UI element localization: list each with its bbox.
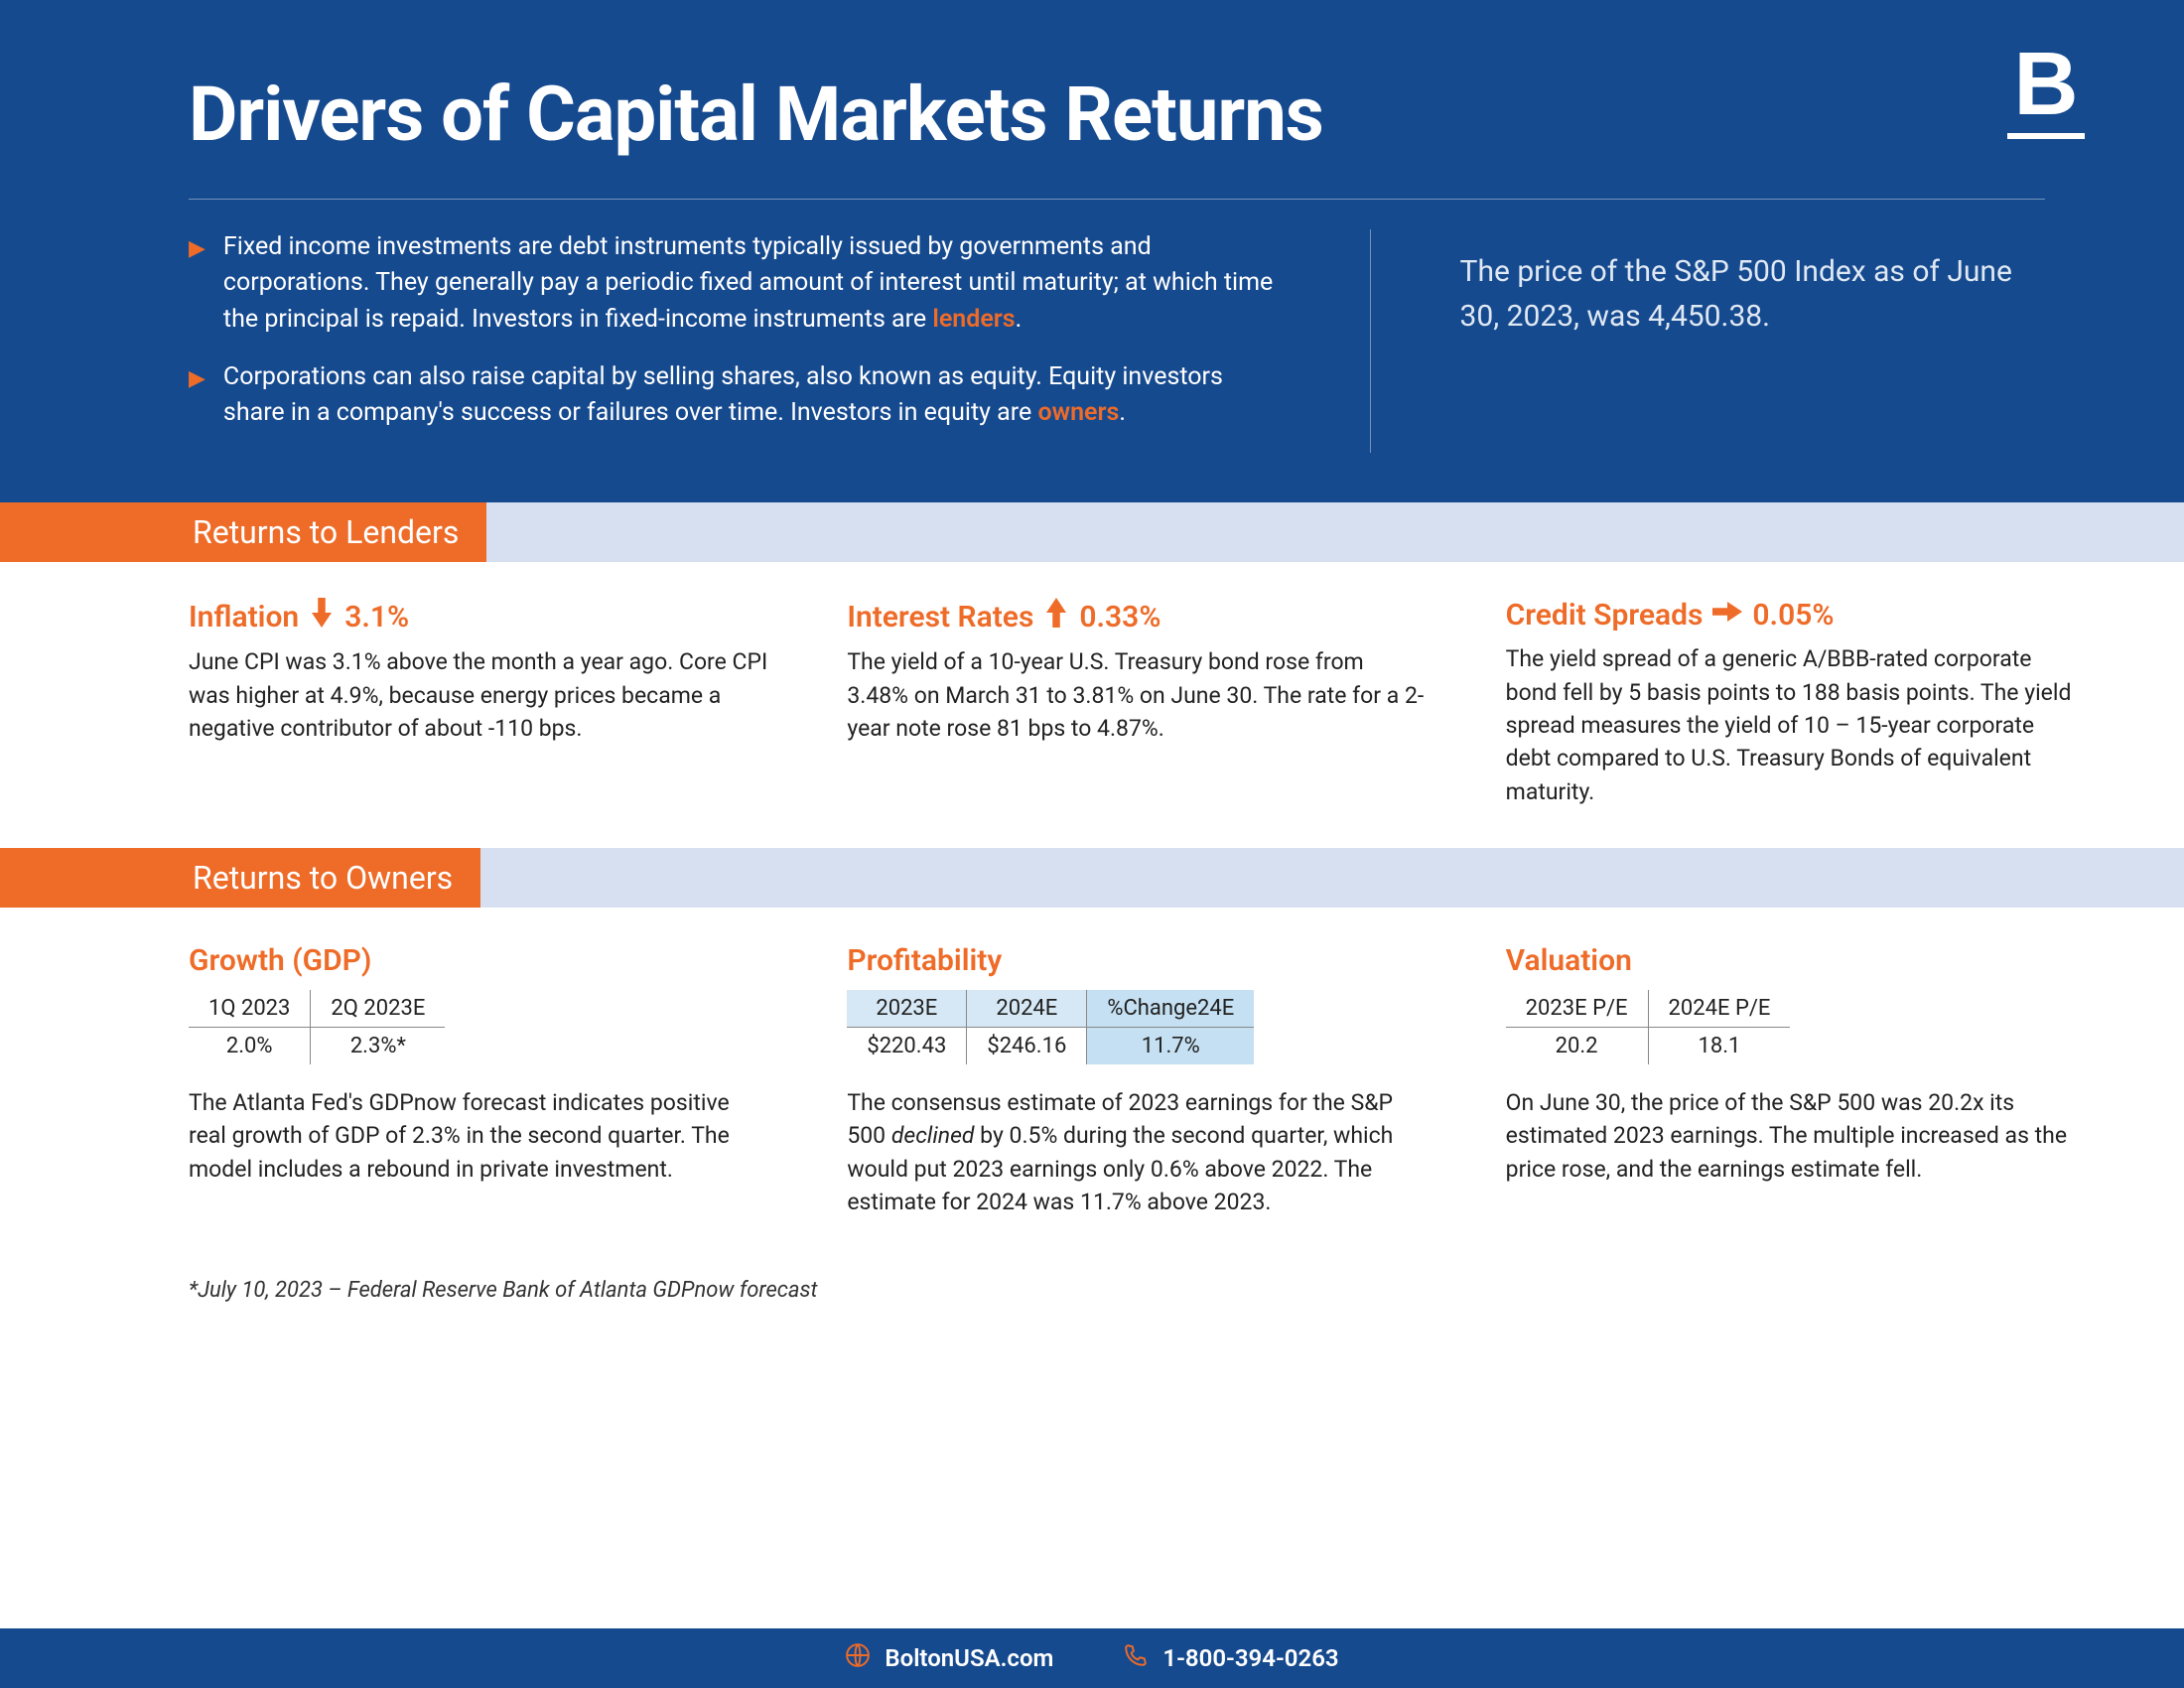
- phone-icon: [1123, 1642, 1149, 1674]
- footer: BoltonUSA.com 1-800-394-0263: [0, 1628, 2184, 1688]
- profitability-table: 2023E 2024E %Change24E $220.43 $246.16 1…: [847, 990, 1254, 1064]
- section-blue-tail: [480, 848, 2184, 908]
- growth-title: Growth (GDP): [189, 943, 767, 978]
- section-title-owners: Returns to Owners: [189, 848, 480, 908]
- footer-phone[interactable]: 1-800-394-0263: [1123, 1642, 1338, 1674]
- section-title-lenders: Returns to Lenders: [189, 502, 486, 562]
- section-orange-lead: [0, 502, 189, 562]
- page: B Drivers of Capital Markets Returns ▶ F…: [0, 0, 2184, 1688]
- header: B Drivers of Capital Markets Returns ▶ F…: [0, 0, 2184, 502]
- page-title: Drivers of Capital Markets Returns: [189, 70, 2045, 159]
- inflation-body: June CPI was 3.1% above the month a year…: [189, 645, 767, 745]
- inflation-title: Inflation 3.1%: [189, 598, 767, 635]
- logo-letter: B: [2014, 40, 2079, 129]
- owners-row: Growth (GDP) 1Q 2023 2Q 2023E 2.0% 2.3%*…: [0, 908, 2184, 1258]
- inflation-col: Inflation 3.1% June CPI was 3.1% above t…: [189, 598, 767, 808]
- growth-col: Growth (GDP) 1Q 2023 2Q 2023E 2.0% 2.3%*…: [189, 943, 767, 1218]
- profitability-body: The consensus estimate of 2023 earnings …: [847, 1086, 1426, 1218]
- credit-body: The yield spread of a generic A/BBB-rate…: [1506, 642, 2085, 808]
- globe-icon: [845, 1642, 871, 1674]
- section-blue-tail: [486, 502, 2184, 562]
- header-rule: [189, 199, 2045, 200]
- valuation-col: Valuation 2023E P/E 2024E P/E 20.2 18.1 …: [1506, 943, 2085, 1218]
- valuation-title: Valuation: [1506, 943, 2085, 978]
- arrow-up-icon: [1043, 598, 1069, 635]
- arrow-right-icon: [1712, 598, 1742, 633]
- footer-website[interactable]: BoltonUSA.com: [845, 1642, 1053, 1674]
- interest-col: Interest Rates 0.33% The yield of a 10-y…: [847, 598, 1426, 808]
- header-divider: [1370, 229, 1371, 453]
- arrow-down-icon: [309, 598, 335, 635]
- sp500-callout: The price of the S&P 500 Index as of Jun…: [1411, 229, 2045, 453]
- credit-col: Credit Spreads 0.05% The yield spread of…: [1506, 598, 2085, 808]
- bullet-text: Fixed income investments are debt instru…: [223, 229, 1291, 338]
- logo: B: [2007, 40, 2085, 139]
- interest-body: The yield of a 10-year U.S. Treasury bon…: [847, 645, 1426, 745]
- logo-underline: [2007, 133, 2085, 139]
- bullet-arrow-icon: ▶: [189, 233, 205, 338]
- section-bar-owners: Returns to Owners: [0, 848, 2184, 908]
- growth-body: The Atlanta Fed's GDPnow forecast indica…: [189, 1086, 767, 1186]
- bullet-text: Corporations can also raise capital by s…: [223, 359, 1291, 432]
- interest-title: Interest Rates 0.33%: [847, 598, 1426, 635]
- profitability-col: Profitability 2023E 2024E %Change24E $22…: [847, 943, 1426, 1218]
- valuation-table: 2023E P/E 2024E P/E 20.2 18.1: [1506, 990, 1791, 1064]
- header-bottom: ▶ Fixed income investments are debt inst…: [189, 229, 2045, 453]
- section-bar-lenders: Returns to Lenders: [0, 502, 2184, 562]
- lenders-row: Inflation 3.1% June CPI was 3.1% above t…: [0, 562, 2184, 848]
- bullet-item: ▶ Fixed income investments are debt inst…: [189, 229, 1291, 338]
- bullet-item: ▶ Corporations can also raise capital by…: [189, 359, 1291, 432]
- valuation-body: On June 30, the price of the S&P 500 was…: [1506, 1086, 2085, 1186]
- profitability-title: Profitability: [847, 943, 1426, 978]
- credit-title: Credit Spreads 0.05%: [1506, 598, 2085, 633]
- section-orange-lead: [0, 848, 189, 908]
- footnote: *July 10, 2023 – Federal Reserve Bank of…: [0, 1258, 2184, 1333]
- bullet-arrow-icon: ▶: [189, 363, 205, 432]
- growth-table: 1Q 2023 2Q 2023E 2.0% 2.3%*: [189, 990, 445, 1064]
- bullet-list: ▶ Fixed income investments are debt inst…: [189, 229, 1330, 453]
